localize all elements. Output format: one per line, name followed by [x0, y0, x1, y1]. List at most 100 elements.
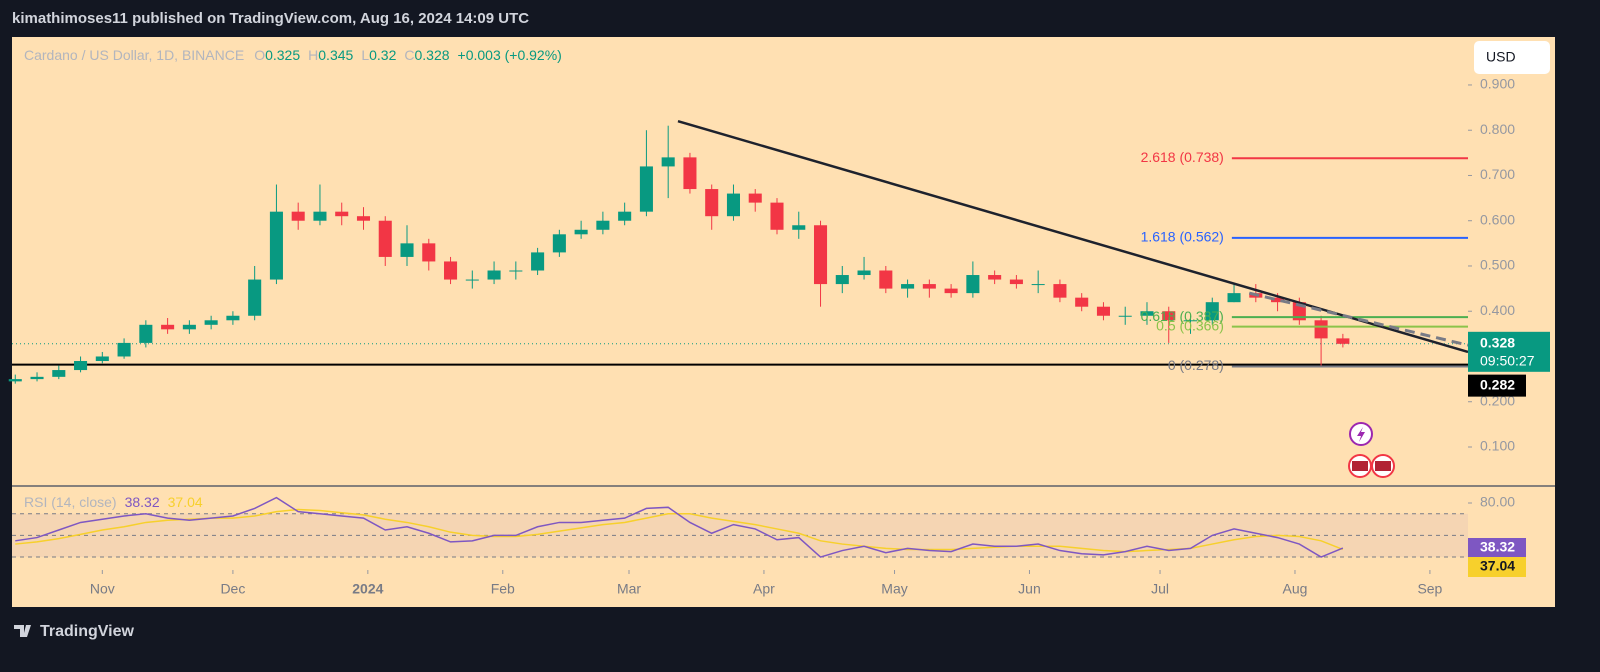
candle-body [139, 324, 153, 343]
candle-body [1271, 297, 1285, 303]
candle-body [813, 225, 828, 285]
support-label: 0.282 [1480, 376, 1515, 392]
x-tick-label: Sep [1417, 581, 1442, 597]
candle-body [1314, 320, 1328, 339]
candle-body [857, 270, 871, 276]
candle-body [1140, 311, 1154, 316]
candle-body [52, 370, 66, 377]
x-tick-label: May [881, 581, 907, 597]
last-price-label: 0.328 [1480, 335, 1515, 351]
candle-body [1075, 297, 1089, 307]
legend-key: C [404, 47, 414, 63]
candle-body [639, 166, 653, 212]
x-tick-label: Nov [90, 581, 115, 597]
y-tick-label: 0.500 [1480, 257, 1515, 273]
y-tick-label: 0.700 [1480, 166, 1515, 182]
legend-key: H [308, 47, 318, 63]
candle-body [618, 211, 632, 221]
legend-key: O [254, 47, 265, 63]
candle-body [509, 270, 523, 272]
flag [1375, 461, 1391, 471]
fib-label: 0.618 (0.387) [1141, 308, 1224, 324]
candle-body [487, 270, 501, 280]
legend-value: 0.325 [265, 47, 300, 63]
rsi-legend-value: 38.32 [125, 494, 160, 510]
candle-body [8, 379, 22, 382]
candle-body [1118, 315, 1132, 317]
x-tick-label: Dec [220, 581, 245, 597]
legend-value: 0.328 [414, 47, 449, 63]
candle-body [204, 320, 218, 325]
candle-body [944, 288, 958, 294]
candle-body [444, 261, 458, 280]
rsi-value-box [1468, 557, 1526, 577]
candle-body [378, 220, 392, 257]
candle-body [1227, 293, 1241, 303]
currency[interactable]: USD [1486, 49, 1516, 65]
last-price-box [1468, 331, 1550, 372]
y-tick-label: 0.900 [1480, 76, 1515, 92]
candle-body [422, 243, 436, 262]
logo-mark [14, 625, 31, 637]
x-tick-label: Jul [1151, 581, 1169, 597]
candle-body [30, 376, 44, 380]
y-tick-label: 0.100 [1480, 438, 1515, 454]
candle-body [74, 361, 88, 371]
candle-body [248, 279, 262, 316]
rsi-value-box [1468, 538, 1526, 558]
candle-body [356, 216, 371, 221]
rsi-legend-value: 37.04 [168, 494, 203, 510]
candle-body [335, 211, 349, 217]
candle-body [596, 220, 610, 230]
candle-body [792, 225, 806, 230]
candle-body [95, 356, 109, 362]
x-tick-label: 2024 [352, 581, 383, 597]
candle-body [748, 193, 762, 203]
chart-area [12, 37, 1555, 607]
lightning [1357, 427, 1365, 442]
candle-body [552, 234, 566, 253]
fib-label: 0.5 (0.366) [1156, 317, 1224, 333]
fib-label: 1.618 (0.562) [1141, 229, 1224, 245]
fib-label: 0 (0.278) [1168, 357, 1224, 373]
candle-body [988, 275, 1002, 280]
y-tick-label: 0.600 [1480, 211, 1515, 227]
candle-body [574, 229, 588, 235]
currency-button[interactable] [1474, 41, 1550, 74]
candle-body [400, 243, 414, 257]
x-tick-label: Apr [753, 581, 775, 597]
rsi-legend: RSI (14, close) 38.32 37.04 [24, 494, 203, 510]
fib-label: 2.618 (0.738) [1141, 149, 1224, 165]
candle-body [117, 342, 131, 357]
candle-body [161, 324, 175, 330]
candle-body [1183, 320, 1198, 322]
rsi-value-label: 38.32 [1480, 539, 1515, 555]
x-tick-label: Jun [1018, 581, 1041, 597]
rsi-title: RSI (14, close) [24, 494, 117, 510]
candle-body [705, 189, 719, 217]
candle-body [291, 211, 305, 221]
publisher: kimathimoses11 published on TradingView.… [12, 10, 529, 27]
candle-body [1162, 311, 1176, 321]
candle-body [1031, 284, 1045, 286]
y-tick-label: 80.00 [1480, 494, 1515, 510]
candle-body [966, 275, 980, 294]
candle-body [1205, 302, 1219, 321]
trendline [1248, 291, 1469, 347]
legend: Cardano / US Dollar, 1D, BINANCE O0.325 H0… [24, 47, 562, 63]
flag [1352, 461, 1368, 471]
candle-body [1096, 306, 1110, 316]
footer-logo: TradingView [40, 623, 135, 640]
candle-body [1336, 338, 1350, 344]
candle-body [182, 324, 196, 330]
candle-body [531, 252, 545, 271]
x-tick-label: Feb [491, 581, 515, 597]
candle-body [313, 211, 327, 221]
candle-body [683, 157, 697, 190]
candle-body [726, 193, 740, 217]
candle-body [269, 211, 283, 280]
candle-body [770, 202, 784, 230]
x-tick-label: Mar [617, 581, 641, 597]
